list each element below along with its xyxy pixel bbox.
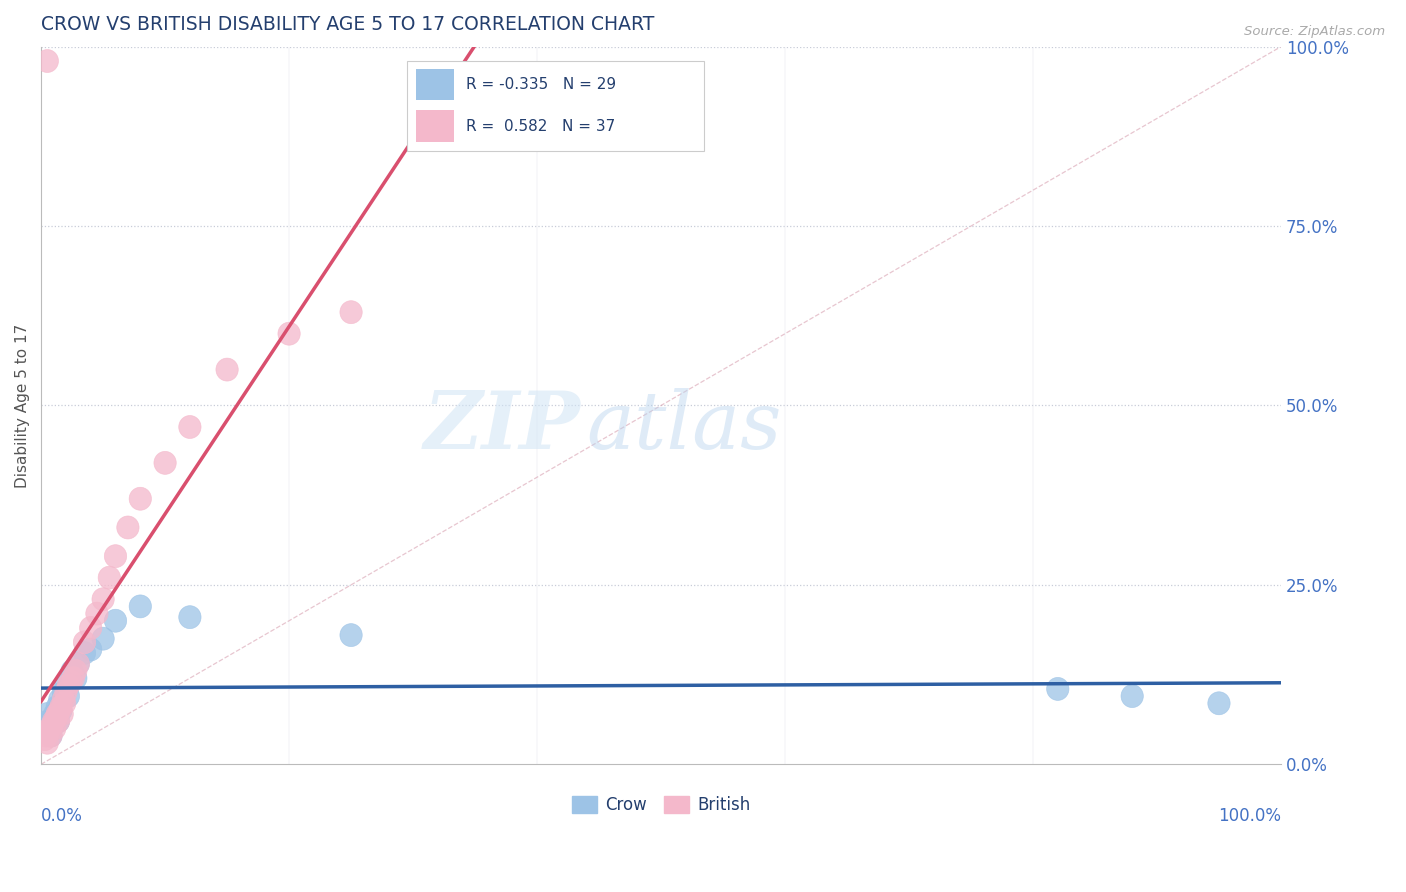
Ellipse shape xyxy=(44,717,66,739)
Ellipse shape xyxy=(104,609,127,632)
Ellipse shape xyxy=(98,566,121,590)
Ellipse shape xyxy=(55,673,77,697)
Ellipse shape xyxy=(37,703,59,725)
Text: Source: ZipAtlas.com: Source: ZipAtlas.com xyxy=(1244,25,1385,38)
Ellipse shape xyxy=(1121,685,1143,707)
Ellipse shape xyxy=(340,301,363,324)
Ellipse shape xyxy=(49,689,70,711)
Ellipse shape xyxy=(340,624,363,647)
Ellipse shape xyxy=(52,681,75,704)
Ellipse shape xyxy=(55,681,77,704)
Ellipse shape xyxy=(42,710,65,732)
Ellipse shape xyxy=(49,699,72,722)
Ellipse shape xyxy=(38,721,59,743)
Y-axis label: Disability Age 5 to 17: Disability Age 5 to 17 xyxy=(15,323,30,488)
Ellipse shape xyxy=(48,710,70,732)
Text: CROW VS BRITISH DISABILITY AGE 5 TO 17 CORRELATION CHART: CROW VS BRITISH DISABILITY AGE 5 TO 17 C… xyxy=(41,15,654,34)
Ellipse shape xyxy=(73,641,96,665)
Ellipse shape xyxy=(58,685,80,707)
Ellipse shape xyxy=(86,602,108,625)
Ellipse shape xyxy=(217,358,238,381)
Ellipse shape xyxy=(65,659,87,682)
Text: 100.0%: 100.0% xyxy=(1218,807,1281,825)
Text: atlas: atlas xyxy=(586,388,782,466)
Ellipse shape xyxy=(179,416,201,439)
Ellipse shape xyxy=(48,710,70,732)
Ellipse shape xyxy=(45,706,67,729)
Ellipse shape xyxy=(67,652,90,675)
Ellipse shape xyxy=(45,706,67,729)
Ellipse shape xyxy=(53,692,76,714)
Ellipse shape xyxy=(42,714,65,736)
Ellipse shape xyxy=(278,322,301,345)
Legend: Crow, British: Crow, British xyxy=(565,789,756,821)
Ellipse shape xyxy=(80,638,101,661)
Ellipse shape xyxy=(179,606,201,629)
Ellipse shape xyxy=(80,616,101,640)
Ellipse shape xyxy=(1046,677,1069,700)
Ellipse shape xyxy=(129,595,152,618)
Text: 0.0%: 0.0% xyxy=(41,807,83,825)
Ellipse shape xyxy=(117,516,139,539)
Ellipse shape xyxy=(129,487,152,510)
Ellipse shape xyxy=(49,696,72,718)
Ellipse shape xyxy=(51,703,73,725)
Ellipse shape xyxy=(91,627,114,650)
Ellipse shape xyxy=(46,696,69,718)
Ellipse shape xyxy=(65,666,87,690)
Ellipse shape xyxy=(46,703,69,725)
Ellipse shape xyxy=(104,545,127,567)
Ellipse shape xyxy=(37,731,59,755)
Ellipse shape xyxy=(73,631,96,654)
Ellipse shape xyxy=(37,50,59,72)
Ellipse shape xyxy=(41,714,63,736)
Text: ZIP: ZIP xyxy=(423,388,581,466)
Ellipse shape xyxy=(1208,692,1230,714)
Ellipse shape xyxy=(34,728,56,751)
Ellipse shape xyxy=(52,689,75,711)
Ellipse shape xyxy=(38,710,59,732)
Ellipse shape xyxy=(91,588,114,611)
Ellipse shape xyxy=(39,724,62,747)
Ellipse shape xyxy=(49,699,70,722)
Ellipse shape xyxy=(62,666,84,690)
Ellipse shape xyxy=(58,673,80,697)
Ellipse shape xyxy=(34,714,56,736)
Ellipse shape xyxy=(41,710,63,732)
Ellipse shape xyxy=(153,451,176,475)
Ellipse shape xyxy=(60,659,83,682)
Ellipse shape xyxy=(35,724,58,747)
Ellipse shape xyxy=(38,717,60,739)
Ellipse shape xyxy=(44,703,66,725)
Ellipse shape xyxy=(38,717,60,739)
Ellipse shape xyxy=(39,724,62,747)
Ellipse shape xyxy=(67,652,90,675)
Ellipse shape xyxy=(59,670,82,693)
